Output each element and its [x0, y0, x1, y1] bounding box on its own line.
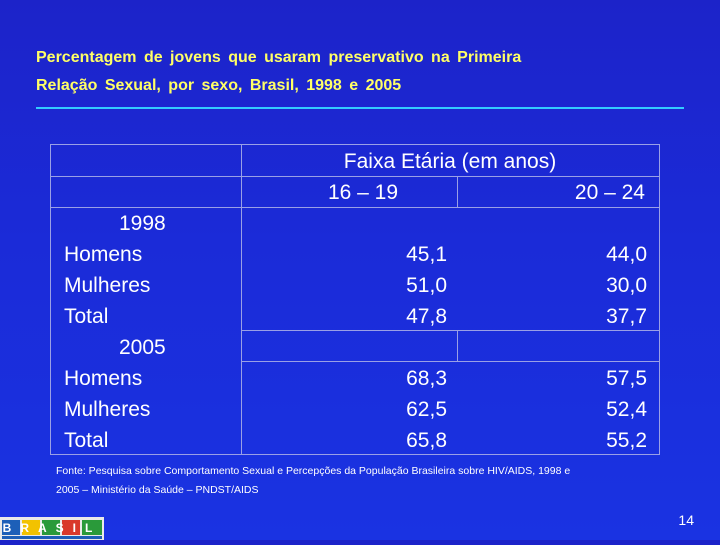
value-mulheres-1998-20-24: 30,0 [606, 274, 647, 297]
column-header-20-24: 20 – 24 [574, 181, 645, 204]
row-divider-2005 [241, 330, 659, 331]
row-divider-header [51, 176, 659, 177]
title-line-1: Percentagem de jovens que usaram preserv… [36, 49, 522, 66]
title-line-2: Relação Sexual, por sexo, Brasil, 1998 e… [36, 77, 402, 94]
page-number: 14 [678, 512, 694, 528]
title-divider [36, 107, 684, 109]
source-line-2: 2005 – Ministério da Saúde – PNDST/AIDS [56, 484, 259, 496]
logo-text: BRASIL [2, 521, 102, 535]
col-divider-values-2 [457, 330, 458, 361]
value-mulheres-2005-20-24: 52,4 [606, 398, 647, 421]
header-group-label: Faixa Etária (em anos) [343, 150, 557, 173]
value-homens-1998-20-24: 44,0 [606, 243, 647, 266]
value-total-2005-20-24: 55,2 [606, 429, 647, 452]
col-divider-label [241, 145, 242, 454]
year-label-2005: 2005 [119, 336, 166, 359]
row-label-mulheres-1998: Mulheres [64, 274, 151, 297]
col-divider-values [457, 177, 458, 207]
row-label-total-2005: Total [64, 429, 109, 452]
data-table: Faixa Etária (em anos) 16 – 19 20 – 24 1… [50, 144, 660, 455]
row-divider-header-2 [51, 207, 659, 208]
row-label-homens-1998: Homens [64, 243, 143, 266]
row-label-mulheres-2005: Mulheres [64, 398, 151, 421]
source-note: Fonte: Pesquisa sobre Comportamento Sexu… [56, 462, 676, 500]
value-homens-2005-16-19: 68,3 [406, 367, 447, 390]
value-total-1998-20-24: 37,7 [606, 305, 647, 328]
row-divider-2005-b [241, 361, 659, 362]
value-homens-1998-16-19: 45,1 [406, 243, 447, 266]
value-homens-2005-20-24: 57,5 [606, 367, 647, 390]
slide-title: Percentagem de jovens que usaram preserv… [36, 44, 666, 100]
source-line-1: Fonte: Pesquisa sobre Comportamento Sexu… [56, 465, 571, 477]
value-total-1998-16-19: 47,8 [406, 305, 447, 328]
year-label-1998: 1998 [119, 212, 166, 235]
value-mulheres-1998-16-19: 51,0 [406, 274, 447, 297]
row-label-total-1998: Total [64, 305, 109, 328]
row-label-homens-2005: Homens [64, 367, 143, 390]
value-total-2005-16-19: 65,8 [406, 429, 447, 452]
column-header-16-19: 16 – 19 [327, 181, 399, 204]
value-mulheres-2005-16-19: 62,5 [406, 398, 447, 421]
brasil-government-logo: BRASIL [0, 517, 104, 540]
